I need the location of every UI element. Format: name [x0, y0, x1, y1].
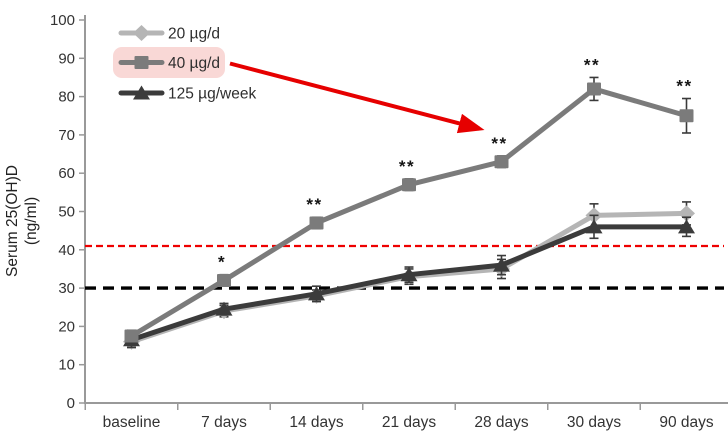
legend-item-label: 125 µg/week: [168, 86, 256, 103]
data-point: [494, 155, 509, 169]
y-tick-label: 90: [58, 50, 75, 67]
significance-label: **: [676, 77, 692, 96]
data-point: [587, 82, 601, 96]
legend: 20 µg/d 40 µg/d 125 µg/week: [113, 25, 256, 103]
data-point: [402, 178, 416, 192]
series-line: [129, 86, 689, 339]
y-axis-title-line2: (ng/ml): [23, 196, 40, 246]
data-point: [134, 56, 149, 69]
legend-item-125-g-week: 125 µg/week: [118, 85, 256, 103]
y-tick-label: 0: [67, 395, 75, 412]
significance-label: **: [584, 55, 600, 74]
x-tick-label: 14 days: [289, 414, 344, 431]
significance-label: **: [306, 195, 322, 214]
annotation-arrow: [229, 61, 485, 134]
data-point: [585, 219, 603, 234]
legend-highlight: [113, 47, 225, 78]
legend-item-label: 40 µg/d: [168, 55, 220, 72]
y-tick-label: 70: [58, 127, 75, 144]
legend-item-label: 20 µg/d: [168, 26, 220, 43]
y-tick-label: 60: [58, 165, 75, 182]
x-tick-label: 28 days: [474, 414, 529, 431]
y-tick-label: 10: [58, 357, 75, 374]
legend-item-20-g-d: 20 µg/d: [118, 25, 220, 43]
series-40-g-d: ***********: [124, 55, 694, 343]
legend-item-40-g-d: 40 µg/d: [118, 55, 220, 72]
data-point: [679, 109, 694, 123]
data-point: [133, 25, 150, 41]
significance-label: **: [491, 134, 507, 153]
data-point: [493, 257, 510, 272]
data-point: [215, 301, 233, 316]
x-tick-label: 21 days: [382, 414, 437, 431]
y-tick-label: 40: [58, 242, 75, 259]
data-point: [308, 286, 325, 301]
y-tick-label: 50: [58, 204, 75, 221]
data-point: [217, 273, 231, 287]
series-125-g-week: [123, 214, 695, 349]
y-tick-label: 30: [58, 280, 75, 297]
y-tick-label: 100: [50, 12, 75, 29]
data-point: [124, 329, 139, 343]
data-point: [133, 85, 150, 100]
x-tick-label: baseline: [103, 414, 161, 431]
data-point: [400, 267, 418, 282]
data-point: [678, 219, 695, 234]
x-tick-label: 30 days: [567, 414, 622, 431]
data-point: [309, 216, 324, 230]
significance-label: *: [218, 253, 226, 272]
significance-label: **: [399, 157, 415, 176]
y-tick-label: 20: [58, 318, 75, 335]
x-tick-label: 90 days: [659, 414, 714, 431]
y-axis-title-line1: Serum 25(OH)D: [3, 165, 21, 277]
y-axis-title: Serum 25(OH)D (ng/ml): [0, 119, 45, 323]
x-tick-label: 7 days: [201, 414, 247, 431]
y-tick-label: 80: [58, 89, 75, 106]
